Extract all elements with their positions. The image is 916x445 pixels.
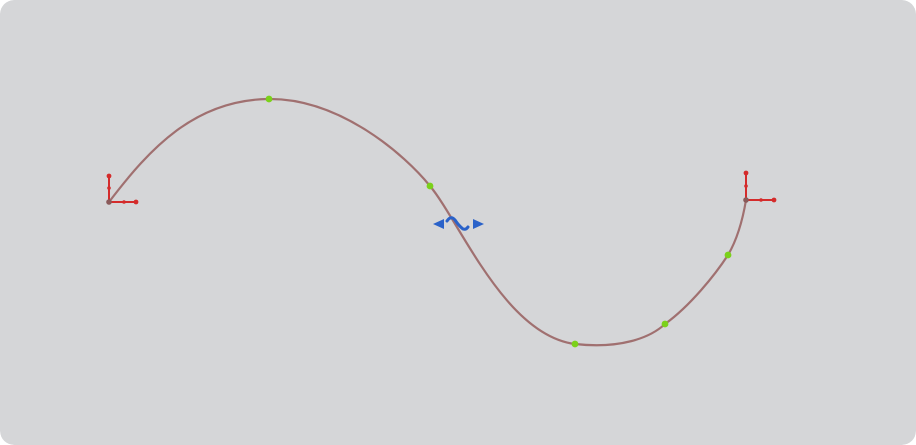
spline-points — [265, 95, 732, 348]
move-drag-handle-icon[interactable] — [433, 216, 484, 231]
spline-curve[interactable] — [107, 97, 748, 347]
end-point-triad-icon[interactable] — [743, 170, 777, 203]
spline-point[interactable] — [724, 251, 732, 259]
spline-point[interactable] — [571, 340, 579, 348]
spline-point[interactable] — [265, 95, 273, 103]
start-point-triad-icon[interactable] — [106, 173, 139, 205]
spline-point[interactable] — [426, 182, 434, 190]
spline-point[interactable] — [661, 320, 669, 328]
